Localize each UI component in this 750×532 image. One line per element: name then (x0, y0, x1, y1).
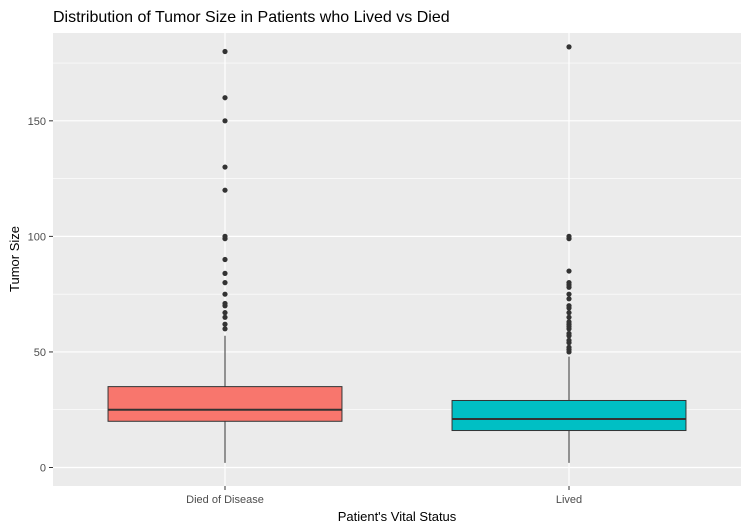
outlier-point (566, 268, 572, 274)
outlier-point (566, 330, 572, 337)
outlier-point (222, 314, 228, 320)
y-tick-label: 100 (28, 231, 46, 243)
outlier-point (566, 291, 572, 297)
x-tick-label: Died of Disease (186, 494, 264, 506)
outlier-point (566, 280, 572, 286)
outlier-point (222, 270, 228, 276)
outlier-point (222, 256, 228, 263)
box-group (451, 44, 687, 463)
x-tick-label: Lived (556, 494, 582, 506)
outlier-point (222, 187, 228, 193)
outlier-point (566, 314, 572, 320)
outlier-point (222, 233, 228, 239)
outlier-point (222, 164, 228, 170)
x-axis: Died of Disease Lived (186, 486, 582, 506)
x-axis-title: Patient's Vital Status (338, 509, 457, 524)
outlier-point (566, 310, 572, 316)
y-tick-label: 50 (34, 347, 46, 359)
outlier-point (566, 296, 572, 302)
outlier-point (222, 48, 228, 55)
outlier-point (222, 95, 228, 101)
outlier-point (566, 233, 572, 239)
outlier-point (222, 326, 228, 332)
boxes (107, 44, 687, 463)
outlier-point (222, 321, 228, 327)
outlier-point (566, 344, 572, 350)
outlier-point (222, 118, 228, 124)
box-group (107, 48, 343, 463)
y-tick-label: 150 (28, 116, 46, 128)
outlier-point (566, 319, 572, 325)
y-tick-label: 0 (40, 463, 46, 475)
y-axis: 0 50 100 150 (28, 116, 53, 475)
outlier-point (566, 44, 572, 50)
chart-title: Distribution of Tumor Size in Patients w… (53, 9, 450, 26)
box (451, 399, 687, 432)
box (107, 386, 343, 422)
outlier-point (566, 303, 572, 309)
y-axis-title: Tumor Size (7, 226, 22, 292)
outlier-point (222, 310, 228, 316)
outlier-point (222, 300, 228, 307)
outlier-point (222, 291, 228, 297)
outlier-point (566, 337, 572, 343)
outlier-point (222, 280, 228, 286)
